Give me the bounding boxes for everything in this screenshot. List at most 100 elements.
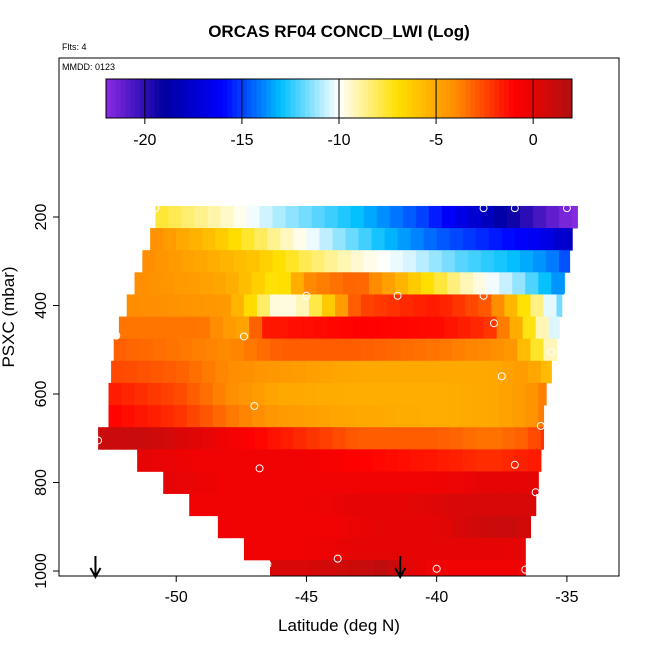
heatmap-cell	[241, 228, 255, 251]
heatmap-cell	[335, 559, 349, 576]
heatmap-cell	[126, 338, 141, 362]
heatmap-cell	[134, 405, 149, 428]
heatmap-cell	[434, 405, 448, 428]
arrows-layer	[89, 556, 407, 580]
heatmap-cell	[454, 250, 469, 273]
colorbar-segment	[479, 79, 486, 118]
heatmap-cell	[439, 537, 453, 561]
heatmap-cell	[254, 471, 268, 494]
data-point	[263, 560, 272, 569]
heatmap-cell	[316, 272, 331, 295]
heatmap-cell	[530, 338, 545, 362]
heatmap-cell	[514, 493, 529, 517]
heatmap-cell	[421, 382, 435, 406]
heatmap-cell	[527, 493, 537, 517]
data-point	[302, 291, 311, 300]
heatmap-cell	[428, 205, 443, 229]
heatmap-cell	[520, 250, 534, 273]
heatmap-cell	[413, 537, 427, 561]
heatmap-cell	[467, 205, 482, 229]
colorbar-segment	[392, 79, 398, 118]
heatmap-cell	[413, 559, 427, 576]
heatmap-cell	[163, 228, 177, 251]
heatmap-cell	[207, 250, 222, 273]
heatmap-cell	[173, 272, 188, 295]
heatmap-cell	[108, 405, 123, 428]
heatmap-cell	[309, 537, 323, 561]
colorbar-segment	[188, 79, 194, 118]
heatmap-cell	[522, 316, 537, 340]
heatmap-cell	[527, 228, 542, 251]
data-point	[479, 291, 488, 300]
heatmap-cell	[493, 250, 508, 273]
heatmap-cell	[202, 228, 216, 251]
heatmap-cell	[306, 228, 321, 251]
data-point	[547, 347, 556, 356]
colorbar-segment	[237, 79, 243, 118]
heatmap-cell	[303, 382, 318, 406]
heatmap-cell	[504, 537, 519, 561]
heatmap-cell	[189, 228, 203, 251]
heatmap-cell	[363, 250, 378, 273]
heatmap-cell	[353, 316, 367, 340]
colorbar-segment	[309, 79, 316, 118]
heatmap-cell	[381, 382, 396, 406]
heatmap-cell	[572, 205, 578, 229]
heatmap-cell	[410, 360, 425, 384]
heatmap-cell	[230, 515, 245, 539]
heatmap-cell	[345, 360, 360, 384]
heatmap-cell	[449, 360, 464, 384]
heatmap-cell	[264, 405, 279, 428]
heatmap-cell	[376, 205, 391, 229]
heatmap-cell	[439, 338, 453, 362]
colorbar-segment	[518, 79, 524, 118]
colorbar-segment	[538, 79, 544, 118]
heatmap-cell	[426, 537, 440, 561]
heatmap-cell	[488, 493, 503, 517]
heatmap-cell	[507, 250, 521, 273]
colorbar-segment	[465, 79, 471, 118]
heatmap-cell	[171, 316, 185, 340]
heatmap-cell	[345, 228, 360, 251]
heatmap-cell	[525, 382, 539, 406]
heatmap-cell	[191, 338, 206, 362]
heatmap-cell	[361, 294, 375, 317]
heatmap-cell	[254, 449, 268, 472]
heatmap-cell	[384, 449, 399, 472]
heatmap-cell	[259, 205, 274, 229]
heatmap-cell	[329, 405, 344, 428]
heatmap-cell	[345, 427, 360, 450]
x-tick-label: -45	[295, 589, 318, 606]
heatmap-cell	[480, 205, 495, 229]
heatmap-cell	[525, 272, 539, 295]
heatmap-cell	[111, 427, 125, 450]
heatmap-cell	[454, 205, 469, 229]
heatmap-cell	[504, 294, 519, 317]
heatmap-cell	[152, 294, 167, 317]
heatmap-cell	[303, 405, 318, 428]
heatmap-cell	[220, 205, 235, 229]
heatmap-cell	[108, 382, 123, 406]
heatmap-cell	[358, 449, 373, 472]
heatmap-cell	[501, 360, 516, 384]
heatmap-cell	[530, 294, 545, 317]
heatmap-cell	[478, 294, 492, 317]
heatmap-cell	[465, 338, 479, 362]
heatmap-cell	[486, 382, 500, 406]
heatmap-cell	[374, 338, 388, 362]
heatmap-cell	[428, 250, 443, 273]
heatmap-cell	[483, 316, 498, 340]
y-axis: 200 400 600 800 1000	[33, 204, 59, 589]
heatmap-cell	[368, 405, 383, 428]
heatmap-cell	[491, 338, 505, 362]
heatmap-cell	[556, 294, 563, 317]
heatmap-cell	[374, 515, 388, 539]
heatmap-cell	[254, 360, 268, 384]
heatmap-cell	[473, 382, 487, 406]
heatmap-cell	[144, 316, 159, 340]
heatmap-cell	[322, 294, 336, 317]
heatmap-cell	[204, 338, 219, 362]
heatmap-cell	[176, 449, 190, 472]
heatmap-cell	[439, 559, 453, 576]
